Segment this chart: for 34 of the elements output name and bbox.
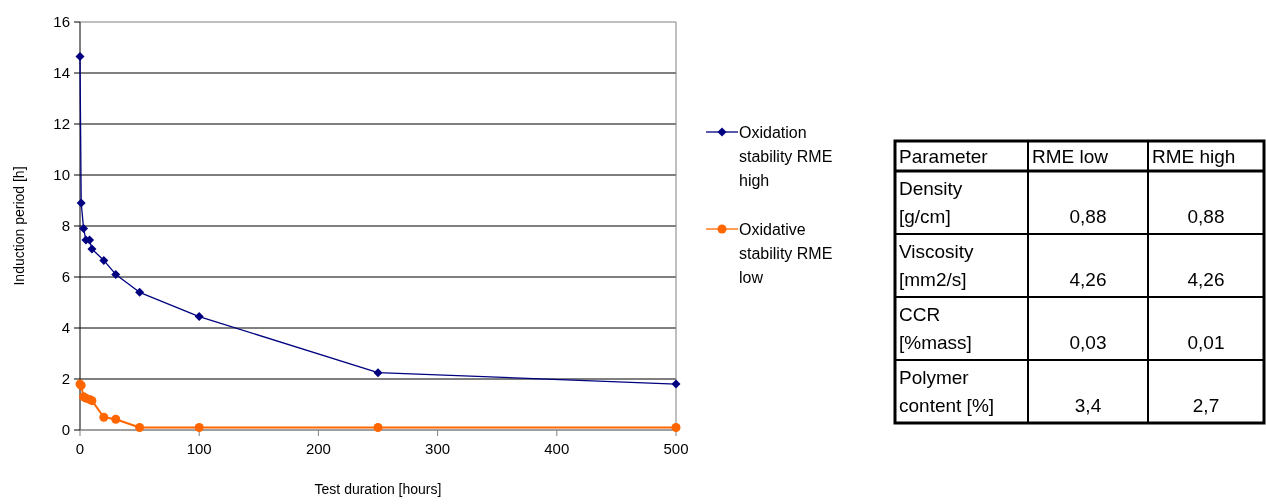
y-tick-label: 8 xyxy=(61,217,70,234)
y-tick-label: 0 xyxy=(61,421,70,438)
text: 0,88 xyxy=(1187,206,1225,227)
x-tick-label: 100 xyxy=(186,440,212,457)
category-label: Viscosity [mm2/s] xyxy=(899,241,974,290)
text: 4,26 xyxy=(1069,269,1107,290)
category-label: Polymer content [%] xyxy=(899,367,995,416)
x-axis-title: Test duration [hours] xyxy=(314,481,442,497)
legend-label: Oxidative stability RME low xyxy=(739,221,833,286)
x-tick-label: 500 xyxy=(663,440,689,457)
category-label: CCR [%mass] xyxy=(899,304,972,353)
y-tick-label: 10 xyxy=(53,166,70,183)
text: 0,88 xyxy=(1069,206,1107,227)
text: 3,4 xyxy=(1074,395,1102,416)
text: 0,01 xyxy=(1187,332,1225,353)
y-tick-label: 6 xyxy=(61,268,70,285)
category-label: Density [g/cm] xyxy=(899,178,963,227)
text: 0,03 xyxy=(1069,332,1107,353)
text: Parameter xyxy=(899,146,989,167)
x-tick-label: 400 xyxy=(544,440,570,457)
y-tick-label: 2 xyxy=(61,370,70,387)
x-tick-label: 300 xyxy=(425,440,451,457)
x-tick-label: 0 xyxy=(75,440,85,457)
x-tick-label: 200 xyxy=(305,440,331,457)
legend-label: Oxidation stability RME high xyxy=(739,124,833,189)
category-label: RME low xyxy=(1032,146,1109,167)
y-tick-label: 14 xyxy=(53,64,70,81)
category-label: RME high xyxy=(1152,146,1236,167)
y-tick-label: 4 xyxy=(61,319,70,336)
y-axis-title: Induction period [h] xyxy=(11,166,27,286)
y-tick-label: 16 xyxy=(53,13,70,30)
text: 4,26 xyxy=(1187,269,1225,290)
y-tick-label: 12 xyxy=(53,115,70,132)
text: 2,7 xyxy=(1192,395,1220,416)
